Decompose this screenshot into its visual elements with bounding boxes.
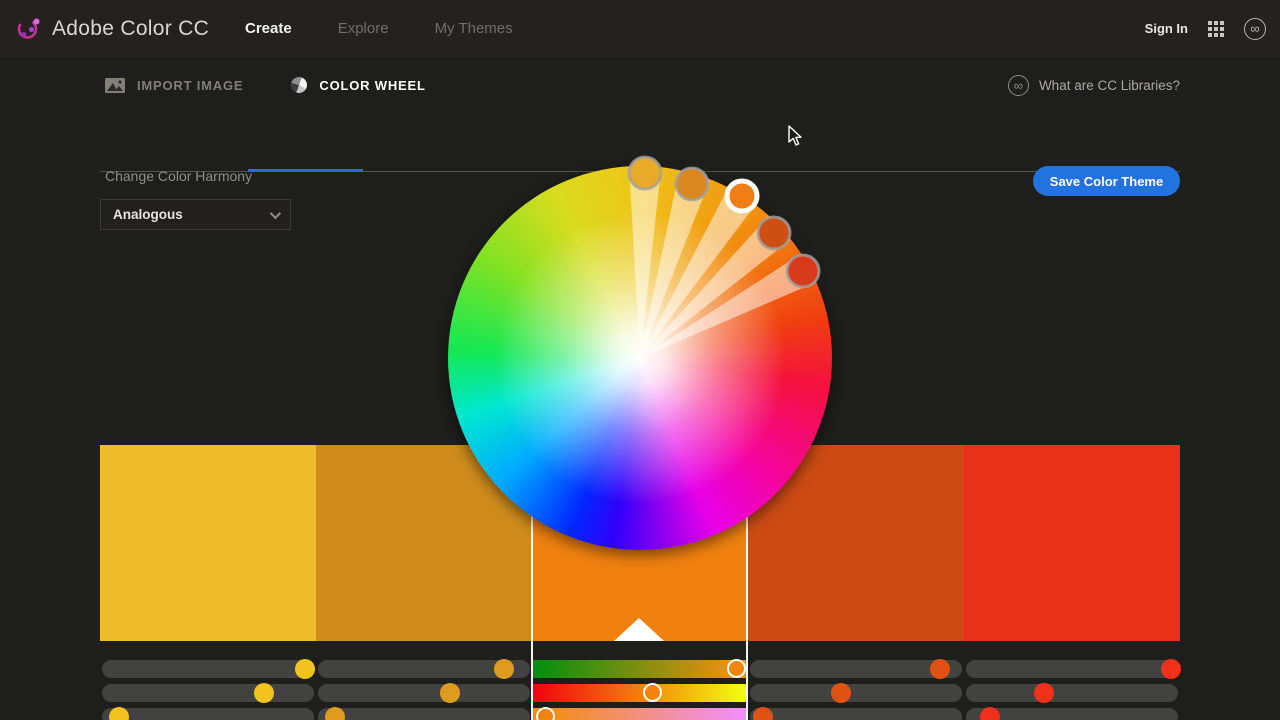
swatch-5[interactable] <box>964 445 1180 641</box>
slider-track-red-swatch-1[interactable] <box>102 660 314 678</box>
slider-handle-red-swatch-2[interactable] <box>493 659 514 679</box>
save-color-theme-button[interactable]: Save Color Theme <box>1033 166 1180 196</box>
selected-swatch-left-guide <box>531 445 533 720</box>
apps-grid-icon[interactable] <box>1208 20 1224 37</box>
tab-color-wheel[interactable]: COLOR WHEEL <box>291 77 425 93</box>
creative-cloud-icon[interactable]: ∞ <box>1244 17 1266 40</box>
harmony-dropdown[interactable]: Analogous <box>100 199 291 230</box>
active-tab-underline <box>248 169 363 172</box>
slider-track-green-swatch-5[interactable] <box>966 684 1178 702</box>
slider-track-red-swatch-3[interactable] <box>533 660 746 678</box>
slider-handle-blue-swatch-1[interactable] <box>109 707 130 720</box>
slider-handle-red-swatch-1[interactable] <box>295 659 316 679</box>
navbar-right: Sign In ∞ <box>1144 17 1266 40</box>
slider-handle-red-swatch-5[interactable] <box>1161 659 1182 679</box>
wheel-handle-1[interactable] <box>627 155 663 191</box>
slider-track-blue-swatch-3[interactable] <box>533 708 746 720</box>
cc-libraries-link[interactable]: ∞ What are CC Libraries? <box>1007 75 1180 96</box>
slider-track-blue-swatch-4[interactable] <box>750 708 962 720</box>
nav-item-my-themes[interactable]: My Themes <box>434 20 513 37</box>
slider-row-red <box>0 659 1280 679</box>
slider-handle-green-swatch-2[interactable] <box>439 683 460 703</box>
slider-track-red-swatch-4[interactable] <box>750 660 962 678</box>
base-color-pointer <box>614 618 664 641</box>
slider-handle-red-swatch-4[interactable] <box>930 659 951 679</box>
brand[interactable]: Adobe Color CC <box>15 15 209 42</box>
sign-in-link[interactable]: Sign In <box>1144 21 1188 36</box>
slider-row-green <box>0 683 1280 703</box>
color-wheel-icon <box>291 77 308 93</box>
top-navbar: Adobe Color CC Create Explore My Themes … <box>0 0 1280 57</box>
brand-title: Adobe Color CC <box>52 16 210 40</box>
slider-handle-red-swatch-3[interactable] <box>727 659 747 678</box>
harmony-selected-value: Analogous <box>113 207 183 222</box>
tab-wheel-label: COLOR WHEEL <box>319 77 426 93</box>
slider-handle-green-swatch-3[interactable] <box>642 683 662 702</box>
slider-track-green-swatch-3[interactable] <box>533 684 746 702</box>
slider-handle-blue-swatch-2[interactable] <box>325 707 346 720</box>
wheel-handle-4[interactable] <box>756 215 792 251</box>
slider-handle-blue-swatch-3[interactable] <box>536 707 556 720</box>
slider-handle-green-swatch-1[interactable] <box>254 683 275 703</box>
tab-import-image[interactable]: IMPORT IMAGE <box>105 77 244 93</box>
slider-handle-blue-swatch-5[interactable] <box>979 707 1000 720</box>
slider-track-red-swatch-2[interactable] <box>318 660 530 678</box>
adobe-color-logo-icon <box>17 18 40 39</box>
wheel-handle-3-active[interactable] <box>724 178 760 214</box>
cc-libraries-label: What are CC Libraries? <box>1038 78 1180 93</box>
slider-handle-green-swatch-5[interactable] <box>1033 683 1054 703</box>
slider-track-green-swatch-1[interactable] <box>102 684 314 702</box>
swatch-1[interactable] <box>100 445 316 641</box>
cc-libraries-icon: ∞ <box>1007 75 1029 96</box>
tab-import-label: IMPORT IMAGE <box>137 77 244 93</box>
slider-handle-green-swatch-4[interactable] <box>830 683 851 703</box>
slider-track-blue-swatch-1[interactable] <box>102 708 314 720</box>
slider-track-blue-swatch-5[interactable] <box>966 708 1178 720</box>
tab-strip: IMPORT IMAGE COLOR WHEEL ∞ What are CC L… <box>0 57 1280 172</box>
nav-item-create[interactable]: Create <box>245 20 292 37</box>
slider-track-green-swatch-4[interactable] <box>750 684 962 702</box>
slider-track-green-swatch-2[interactable] <box>318 684 530 702</box>
slider-handle-blue-swatch-4[interactable] <box>753 707 774 720</box>
wheel-handle-2[interactable] <box>674 166 710 202</box>
harmony-label: Change Color Harmony <box>105 168 253 184</box>
slider-row-blue <box>0 707 1280 720</box>
mouse-cursor <box>788 125 802 146</box>
import-image-icon <box>105 77 125 93</box>
chevron-down-icon <box>269 207 282 219</box>
selected-swatch-right-guide <box>746 445 748 720</box>
slider-track-red-swatch-5[interactable] <box>966 660 1178 678</box>
nav-item-explore[interactable]: Explore <box>337 20 389 37</box>
main-nav: Create Explore My Themes <box>245 20 513 37</box>
wheel-handle-5[interactable] <box>785 253 821 289</box>
slider-track-blue-swatch-2[interactable] <box>318 708 530 720</box>
